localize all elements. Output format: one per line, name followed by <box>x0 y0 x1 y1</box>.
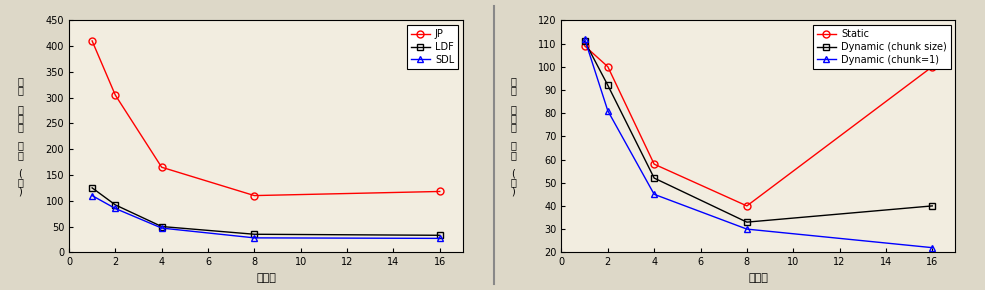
JP <box>433 190 445 193</box>
Dynamic (chunk=1) <box>602 109 614 113</box>
Line: Dynamic (chunk size): Dynamic (chunk size) <box>581 38 936 226</box>
Dynamic (chunk size) <box>926 204 938 208</box>
Dynamic (chunk=1) <box>926 246 938 249</box>
LDF <box>248 233 260 236</box>
Static <box>579 44 591 48</box>
Dynamic (chunk=1) <box>579 37 591 41</box>
Static <box>741 204 753 208</box>
JP <box>156 166 167 169</box>
LDF <box>87 186 98 190</box>
Line: JP: JP <box>89 37 443 199</box>
X-axis label: 코어수: 코어수 <box>256 273 276 283</box>
Y-axis label: 매
쉬
 
스
무
딩
 
시
간
 
(
초
): 매 쉬 스 무 딩 시 간 ( 초 ) <box>510 76 516 197</box>
Line: LDF: LDF <box>89 184 443 239</box>
Legend: Static, Dynamic (chunk size), Dynamic (chunk=1): Static, Dynamic (chunk size), Dynamic (c… <box>813 25 951 69</box>
LDF <box>156 225 167 228</box>
JP <box>109 93 121 97</box>
Line: SDL: SDL <box>89 192 443 242</box>
Dynamic (chunk=1) <box>648 193 660 196</box>
Dynamic (chunk size) <box>579 39 591 43</box>
Dynamic (chunk=1) <box>741 227 753 231</box>
Dynamic (chunk size) <box>741 220 753 224</box>
Static <box>648 162 660 166</box>
X-axis label: 코어수: 코어수 <box>749 273 768 283</box>
LDF <box>109 203 121 206</box>
Legend: JP, LDF, SDL: JP, LDF, SDL <box>407 25 458 69</box>
Static <box>926 65 938 68</box>
LDF <box>433 233 445 237</box>
SDL <box>248 236 260 240</box>
Dynamic (chunk size) <box>602 84 614 87</box>
Line: Static: Static <box>581 42 936 209</box>
Dynamic (chunk size) <box>648 176 660 180</box>
Static <box>602 65 614 68</box>
JP <box>248 194 260 197</box>
SDL <box>433 237 445 240</box>
Y-axis label: 매
쉬
 
스
무
딩
 
시
간
 
(
초
): 매 쉬 스 무 딩 시 간 ( 초 ) <box>18 76 24 197</box>
SDL <box>87 194 98 197</box>
SDL <box>109 207 121 210</box>
JP <box>87 39 98 43</box>
Line: Dynamic (chunk=1): Dynamic (chunk=1) <box>581 35 936 251</box>
SDL <box>156 226 167 230</box>
